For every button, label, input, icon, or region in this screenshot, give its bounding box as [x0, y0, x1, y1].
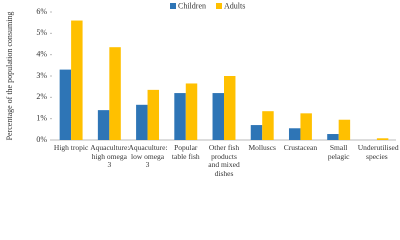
bar — [109, 47, 121, 141]
legend-label: Children — [178, 1, 206, 10]
y-tick-label: 4% — [36, 49, 47, 58]
bar — [212, 93, 224, 140]
x-tick-label: High tropic — [53, 143, 89, 152]
bar — [338, 119, 351, 140]
bar — [250, 125, 263, 140]
bar — [59, 69, 72, 140]
x-tick-label: Crustacean — [283, 143, 318, 152]
y-tick-label: 1% — [36, 113, 47, 122]
y-tick-label: 2% — [36, 92, 47, 101]
bar — [97, 110, 110, 140]
legend-swatch — [216, 3, 222, 9]
y-tick-label: 5% — [36, 28, 47, 37]
y-tick-label: 6% — [36, 7, 47, 16]
x-tick-label: Aquaculture: low omega 3 — [128, 143, 168, 169]
x-tick-label: Popular table fish — [171, 143, 200, 161]
bar — [376, 138, 389, 140]
x-tick-label: Small pelagic — [327, 143, 350, 161]
x-tick-label: Molluscs — [248, 143, 276, 152]
bar — [262, 111, 274, 140]
bar — [71, 20, 83, 140]
x-tick-label: Other fish products and mixed dishes — [208, 143, 240, 178]
bar — [327, 134, 339, 140]
bar — [288, 128, 301, 140]
chart-container: Percentage of the population consuming 0… — [5, 1, 399, 178]
bar — [174, 93, 186, 140]
bar — [136, 104, 148, 140]
y-tick-label: 0% — [36, 135, 47, 144]
legend-swatch — [170, 3, 176, 9]
chart: Percentage of the population consuming 0… — [5, 1, 396, 144]
x-tick-label: Aquaculture: high omega 3 — [90, 143, 130, 169]
y-tick-label: 3% — [36, 71, 47, 80]
legend-label: Adults — [224, 1, 245, 10]
bar — [224, 76, 236, 140]
x-tick-label: Underutilised species — [357, 143, 399, 161]
bar — [300, 113, 312, 140]
y-axis-label: Percentage of the population consuming — [5, 12, 14, 141]
bar — [147, 89, 160, 140]
bar — [185, 83, 198, 140]
